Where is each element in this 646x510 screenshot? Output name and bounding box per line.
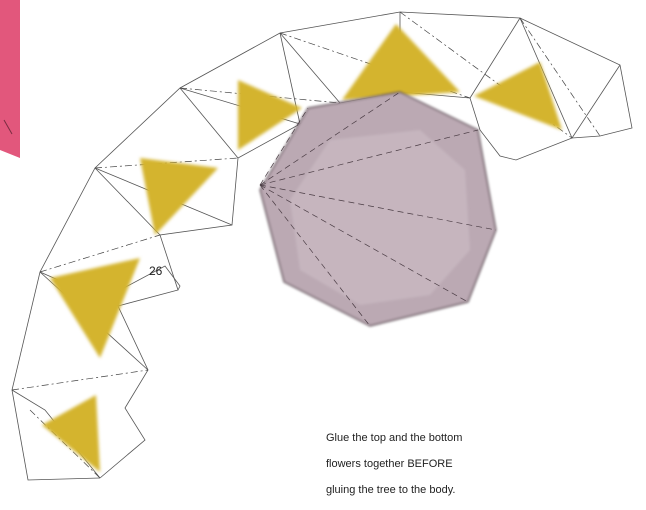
instruction-line-2: flowers together BEFORE bbox=[326, 458, 453, 470]
octagon-body bbox=[259, 91, 497, 327]
glue-instructions: Glue the top and the bottom flowers toge… bbox=[326, 432, 526, 510]
petal-6 bbox=[474, 62, 562, 130]
yellow-petals bbox=[42, 24, 562, 472]
petal-1 bbox=[42, 395, 100, 472]
instruction-line-3: gluing the tree to the body. bbox=[326, 484, 456, 496]
petal-5 bbox=[342, 24, 460, 100]
pink-tab bbox=[0, 0, 20, 158]
instruction-line-1: Glue the top and the bottom bbox=[326, 432, 463, 444]
petal-2 bbox=[50, 258, 140, 358]
petal-3 bbox=[140, 158, 218, 235]
page-number: 26 bbox=[149, 264, 163, 278]
petal-4 bbox=[238, 80, 302, 150]
